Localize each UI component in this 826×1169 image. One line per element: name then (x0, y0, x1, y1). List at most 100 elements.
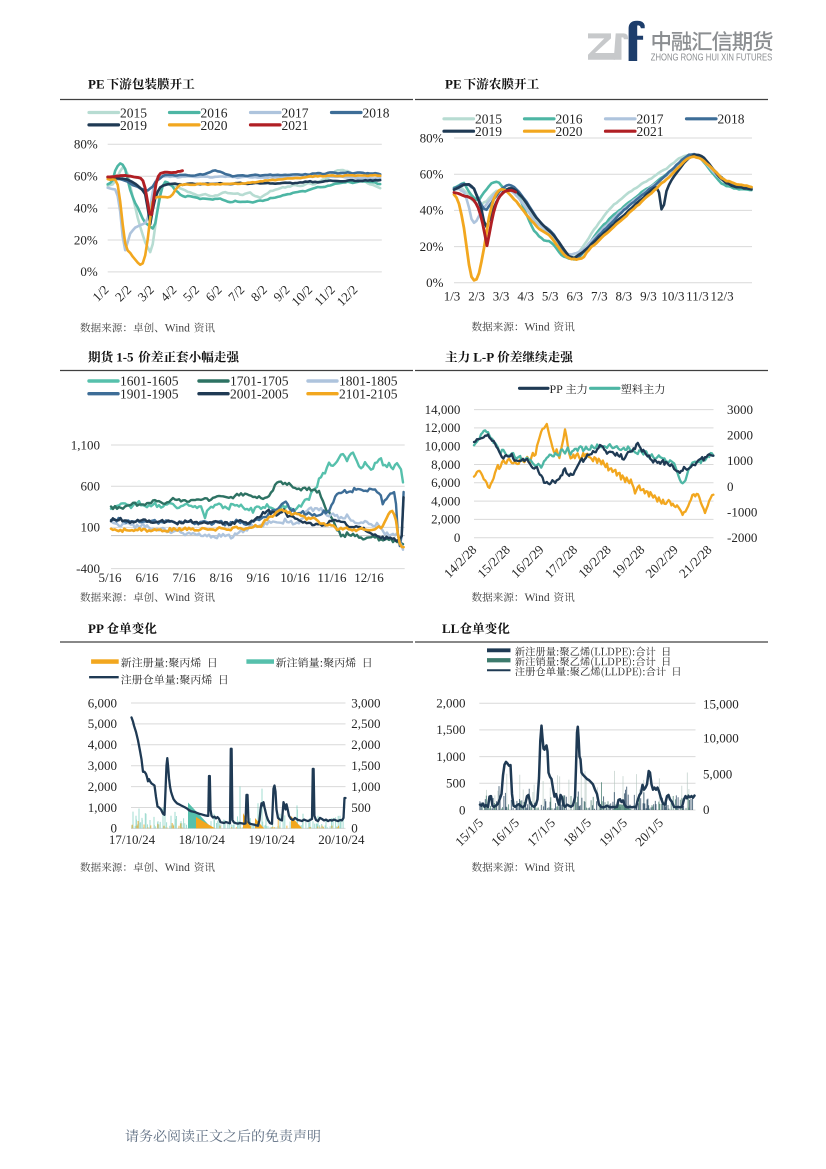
svg-text:8/16: 8/16 (209, 570, 233, 585)
svg-text:80%: 80% (74, 137, 98, 152)
svg-text:10/2: 10/2 (288, 282, 315, 309)
svg-text:0: 0 (111, 821, 118, 836)
svg-text:PP: PP (550, 382, 564, 396)
svg-text:2,000: 2,000 (436, 696, 465, 711)
svg-text:PP: PP (88, 621, 104, 636)
svg-text:2020: 2020 (201, 118, 228, 133)
svg-text:5,000: 5,000 (88, 716, 117, 731)
svg-text:11/16: 11/16 (317, 570, 347, 585)
svg-text:15,000: 15,000 (703, 697, 739, 712)
svg-text:L-P: L-P (473, 350, 494, 365)
svg-text:0%: 0% (80, 264, 98, 279)
svg-text:2018: 2018 (363, 105, 390, 120)
svg-text:9/3: 9/3 (640, 288, 657, 303)
svg-text:20/1/5: 20/1/5 (632, 815, 666, 849)
svg-text:11/3: 11/3 (686, 288, 709, 303)
svg-text:Wind: Wind (525, 322, 550, 334)
svg-text:2018: 2018 (718, 112, 745, 127)
svg-text:40%: 40% (74, 200, 98, 215)
svg-text:2016: 2016 (201, 105, 228, 120)
svg-text:0: 0 (727, 479, 734, 494)
svg-text:19/2/28: 19/2/28 (609, 542, 648, 581)
svg-text:2016: 2016 (556, 112, 583, 127)
svg-text:10,000: 10,000 (703, 731, 739, 746)
svg-text:1,500: 1,500 (436, 722, 465, 737)
svg-text:14/2/28: 14/2/28 (441, 542, 480, 581)
svg-text:7/2: 7/2 (225, 282, 247, 304)
svg-text:20%: 20% (74, 232, 98, 247)
svg-text:1601-1605: 1601-1605 (120, 374, 179, 389)
svg-text:2101-2105: 2101-2105 (339, 386, 398, 401)
svg-text:1-5: 1-5 (116, 350, 134, 365)
svg-text:40%: 40% (420, 203, 444, 218)
svg-text:4/2: 4/2 (157, 282, 179, 304)
svg-text:500: 500 (351, 800, 371, 815)
svg-text:0%: 0% (426, 275, 444, 290)
svg-text:5/2: 5/2 (180, 282, 202, 304)
svg-text:1/2: 1/2 (89, 282, 111, 304)
svg-text:2,500: 2,500 (351, 716, 380, 731)
svg-text:-2000: -2000 (727, 530, 757, 545)
svg-text:6,000: 6,000 (88, 695, 117, 710)
svg-text:2017: 2017 (282, 105, 309, 120)
svg-text:2019: 2019 (475, 124, 502, 139)
svg-text:1,000: 1,000 (436, 749, 465, 764)
svg-text:3/2: 3/2 (134, 282, 156, 304)
svg-text:16/1/5: 16/1/5 (488, 815, 522, 849)
svg-text:PE: PE (88, 77, 105, 92)
svg-text:16/2/29: 16/2/29 (508, 542, 547, 581)
svg-text:9/16: 9/16 (246, 570, 270, 585)
svg-text:11/2: 11/2 (311, 282, 338, 309)
svg-text:1801-1805: 1801-1805 (339, 374, 398, 389)
svg-text:80%: 80% (420, 130, 444, 145)
svg-text:7/16: 7/16 (172, 570, 196, 585)
svg-text:12/2: 12/2 (333, 282, 360, 309)
svg-text:6/3: 6/3 (566, 288, 583, 303)
svg-text:1,500: 1,500 (351, 758, 380, 773)
svg-text:1901-1905: 1901-1905 (120, 386, 179, 401)
svg-text:2015: 2015 (120, 105, 147, 120)
svg-text:17/1/5: 17/1/5 (524, 815, 558, 849)
svg-text:19/1/5: 19/1/5 (596, 815, 630, 849)
svg-text:5/3: 5/3 (542, 288, 559, 303)
svg-text:60%: 60% (74, 169, 98, 184)
svg-text:18/10/24: 18/10/24 (179, 832, 226, 847)
svg-text:2020: 2020 (556, 124, 583, 139)
svg-text:7/3: 7/3 (591, 288, 608, 303)
svg-text:3/3: 3/3 (493, 288, 510, 303)
svg-text:Wind: Wind (525, 862, 550, 874)
svg-text:8/2: 8/2 (248, 282, 270, 304)
svg-text:17/2/28: 17/2/28 (542, 542, 581, 581)
svg-text:ZHONG RONG HUI XIN FUTURES: ZHONG RONG HUI XIN FUTURES (651, 52, 773, 63)
svg-text:15/1/5: 15/1/5 (452, 815, 486, 849)
svg-text:LL: LL (442, 621, 460, 636)
svg-text:9/2: 9/2 (270, 282, 292, 304)
svg-text:5,000: 5,000 (703, 766, 732, 781)
svg-text:17/10/24: 17/10/24 (109, 832, 156, 847)
svg-text:2019: 2019 (120, 118, 147, 133)
svg-text:6/2: 6/2 (202, 282, 224, 304)
svg-text:4/3: 4/3 (517, 288, 534, 303)
svg-text:2021: 2021 (637, 124, 664, 139)
svg-text:PE: PE (445, 77, 462, 92)
svg-text:2015: 2015 (475, 112, 502, 127)
svg-text:-400: -400 (76, 561, 100, 576)
svg-text:0: 0 (351, 821, 358, 836)
svg-text:15/2/28: 15/2/28 (474, 542, 513, 581)
svg-text:20/2/29: 20/2/29 (642, 542, 681, 581)
svg-text:2,000: 2,000 (351, 737, 380, 752)
svg-text:20/10/24: 20/10/24 (318, 832, 365, 847)
svg-text:4,000: 4,000 (431, 493, 460, 508)
svg-text:1,000: 1,000 (88, 800, 117, 815)
svg-text:100: 100 (81, 520, 101, 535)
svg-text:Wind: Wind (165, 862, 190, 874)
svg-text:2017: 2017 (637, 112, 664, 127)
svg-text:12,000: 12,000 (425, 420, 461, 435)
svg-text:2/3: 2/3 (468, 288, 485, 303)
svg-text:2,000: 2,000 (431, 512, 460, 527)
svg-text:1/3: 1/3 (444, 288, 461, 303)
svg-text:6/16: 6/16 (135, 570, 159, 585)
svg-text:Wind: Wind (165, 323, 190, 335)
svg-text:10/3: 10/3 (661, 288, 684, 303)
svg-text:500: 500 (446, 776, 466, 791)
